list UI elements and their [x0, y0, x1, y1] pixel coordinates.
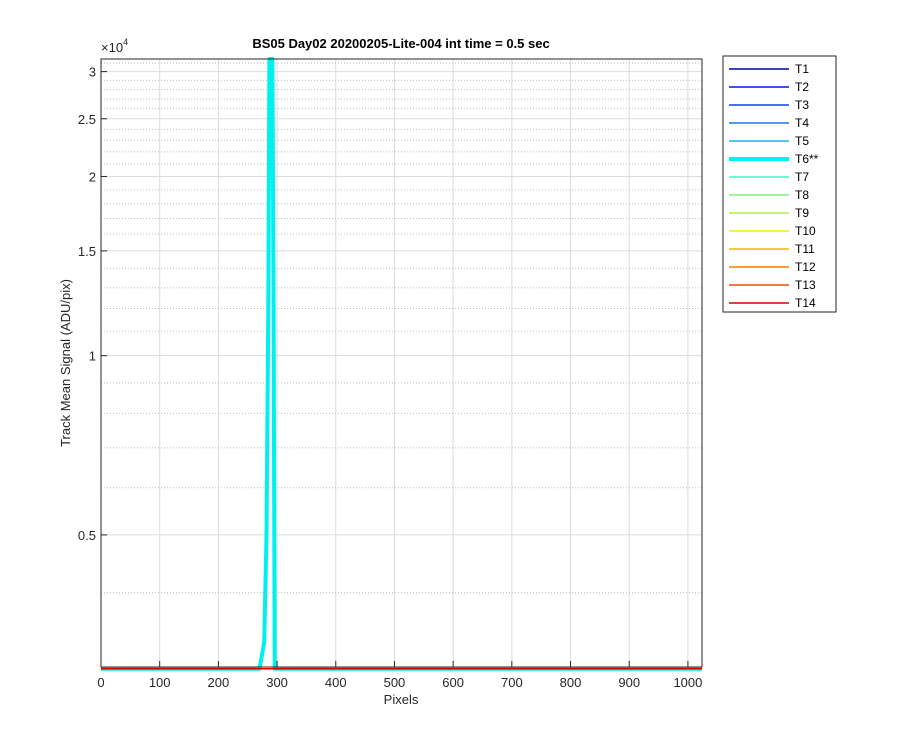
y-tick-label: 2	[89, 169, 96, 184]
plot-area	[101, 59, 702, 667]
x-tick-label: 300	[266, 675, 288, 690]
y-exponent-power: 4	[123, 37, 128, 47]
x-tick-label: 600	[442, 675, 464, 690]
x-tick-label: 400	[325, 675, 347, 690]
legend-label-T12: T12	[795, 260, 816, 274]
y-axis-label: Track Mean Signal (ADU/pix)	[58, 279, 73, 447]
legend-label-T4: T4	[795, 116, 809, 130]
grid	[100, 59, 702, 667]
legend-label-T13: T13	[795, 278, 816, 292]
legend-box	[722, 55, 837, 313]
legend-label-T6: T6**	[795, 152, 819, 166]
legend-label-T9: T9	[795, 206, 809, 220]
y-tick-label: 3	[89, 65, 96, 80]
legend-label-T2: T2	[795, 80, 809, 94]
x-tick-label: 900	[618, 675, 640, 690]
y-exponent-label: ×104	[101, 37, 128, 55]
x-axis-label: Pixels	[384, 692, 419, 707]
legend: T1 T2 T3 T4 T5 T6** T7 T8 T9 T10 T11 T12 T13 T14	[722, 55, 837, 313]
legend-label-T5: T5	[795, 134, 809, 148]
x-tick-label: 100	[149, 675, 171, 690]
legend-label-T10: T10	[795, 224, 816, 238]
y-tick-label: 0.5	[78, 528, 96, 543]
x-tick-labels: 0 100 200 300 400 500 600 700 800 900 1000	[97, 675, 702, 690]
x-tick-label: 0	[97, 675, 104, 690]
axis-ticks	[100, 71, 689, 667]
y-exponent-base: ×10	[101, 40, 123, 55]
legend-label-T1: T1	[795, 62, 809, 76]
y-tick-label: 1	[89, 349, 96, 364]
legend-label-T7: T7	[795, 170, 809, 184]
x-tick-label: 200	[208, 675, 230, 690]
plot-frame	[100, 58, 703, 668]
legend-label-T14: T14	[795, 296, 816, 310]
x-tick-label: 500	[384, 675, 406, 690]
y-tick-labels: 0.5 1 1.5 2 2.5 3	[78, 65, 96, 543]
y-tick-label: 1.5	[78, 244, 96, 259]
y-tick-label: 2.5	[78, 112, 96, 127]
x-tick-label: 700	[501, 675, 523, 690]
legend-label-T11: T11	[795, 242, 815, 256]
legend-label-T8: T8	[795, 188, 809, 202]
chart-title: BS05 Day02 20200205-Lite-004 int time = …	[252, 36, 549, 51]
legend-label-T3: T3	[795, 98, 809, 112]
x-tick-label: 800	[560, 675, 582, 690]
x-tick-label: 1000	[673, 675, 702, 690]
